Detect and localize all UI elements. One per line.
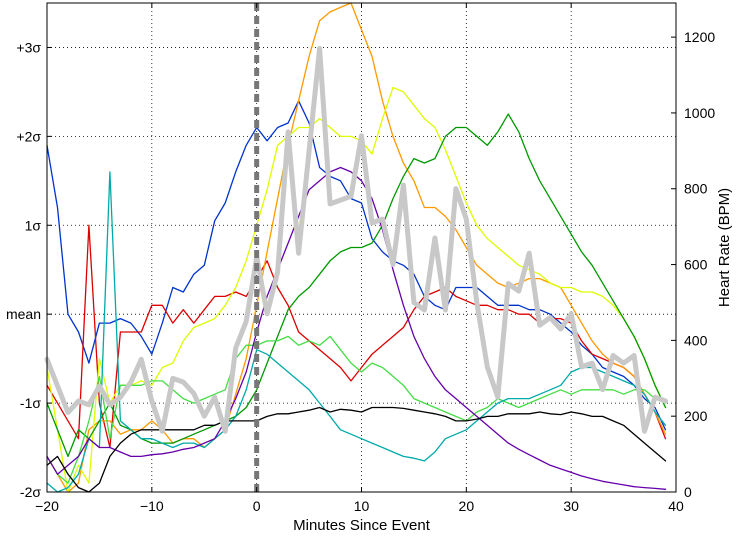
x-axis-title: Minutes Since Event [293, 517, 431, 534]
series-line-10 [44, 46, 668, 434]
y-left-tick-label: +3σ [16, 39, 41, 55]
y-right-tick-label: 400 [684, 332, 708, 348]
x-tick-label: −20 [35, 498, 59, 514]
x-tick-label: 40 [668, 498, 684, 514]
y-axis-right-title: Heart Rate (BPM) [716, 188, 733, 307]
series-line-7 [46, 171, 667, 493]
x-tick-label: 20 [459, 498, 475, 514]
y-left-tick-label: +2σ [16, 128, 41, 144]
y-right-tick-label: 1000 [684, 105, 715, 121]
y-left-tick-label: mean [6, 306, 41, 322]
y-right-tick-label: 800 [684, 181, 708, 197]
y-left-tick-label: -1σ [20, 395, 41, 411]
series-line-5 [46, 113, 667, 458]
x-tick-label: 30 [563, 498, 579, 514]
y-right-tick-label: 200 [684, 408, 708, 424]
y-left-tick-label: 1σ [25, 217, 42, 233]
y-right-tick-label: 600 [684, 257, 708, 273]
series-line-3 [46, 2, 667, 493]
series-line-2 [46, 224, 667, 449]
x-tick-label: 0 [253, 498, 261, 514]
ticks: −20 −10 0 10 20 30 40 -2σ -1σ mean 1σ +2σ +3σ 0 200 400… [6, 3, 715, 514]
x-tick-label: 10 [354, 498, 370, 514]
series-line-6 [46, 335, 667, 484]
x-tick-label: −10 [140, 498, 164, 514]
y-right-tick-label: 0 [684, 484, 692, 500]
series-line-9 [46, 406, 667, 493]
series-group [44, 2, 668, 493]
y-left-tick-label: -2σ [20, 484, 41, 500]
y-right-tick-label: 1200 [684, 29, 715, 45]
